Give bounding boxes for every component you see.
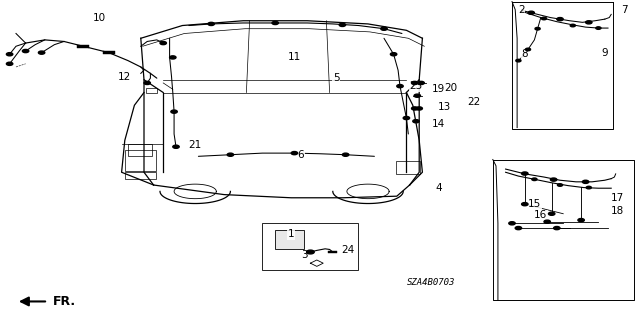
- Bar: [128, 144, 152, 156]
- Text: 3: 3: [301, 250, 307, 260]
- Circle shape: [532, 178, 537, 181]
- Circle shape: [586, 21, 592, 24]
- Text: 18: 18: [611, 205, 624, 216]
- Circle shape: [578, 219, 584, 222]
- Circle shape: [307, 250, 314, 254]
- Text: SZA4B0703: SZA4B0703: [406, 278, 455, 287]
- Text: 19: 19: [432, 84, 445, 94]
- Circle shape: [535, 27, 540, 30]
- Circle shape: [557, 18, 563, 21]
- Text: 6: 6: [298, 150, 304, 160]
- Circle shape: [342, 153, 349, 156]
- Text: 8: 8: [522, 49, 528, 59]
- Circle shape: [414, 94, 420, 97]
- Bar: [262, 223, 358, 270]
- Circle shape: [173, 145, 179, 148]
- Bar: [275, 230, 304, 249]
- Circle shape: [515, 226, 522, 230]
- Circle shape: [170, 56, 176, 59]
- Circle shape: [516, 59, 521, 62]
- Bar: [103, 51, 115, 54]
- Circle shape: [596, 27, 601, 29]
- Circle shape: [522, 203, 528, 206]
- Text: FR.: FR.: [52, 295, 76, 308]
- Text: 1: 1: [288, 229, 294, 240]
- Circle shape: [412, 107, 418, 110]
- Text: 4: 4: [435, 183, 442, 193]
- Text: 20: 20: [445, 83, 458, 93]
- Circle shape: [272, 21, 278, 25]
- Circle shape: [381, 27, 387, 30]
- Circle shape: [570, 24, 575, 27]
- Text: 21: 21: [189, 140, 202, 150]
- Circle shape: [6, 53, 13, 56]
- Bar: [328, 251, 337, 253]
- Circle shape: [171, 110, 177, 113]
- Text: 10: 10: [93, 12, 106, 23]
- Text: 5: 5: [333, 73, 339, 83]
- Circle shape: [390, 53, 397, 56]
- Text: 14: 14: [432, 119, 445, 130]
- Circle shape: [6, 62, 13, 65]
- Text: 23: 23: [410, 81, 422, 91]
- Text: 9: 9: [602, 48, 608, 58]
- Circle shape: [208, 22, 214, 26]
- Text: 13: 13: [438, 102, 451, 112]
- Text: 24: 24: [341, 245, 354, 256]
- Circle shape: [509, 222, 515, 225]
- Circle shape: [557, 184, 563, 186]
- Circle shape: [412, 81, 418, 85]
- Circle shape: [541, 17, 547, 20]
- Text: 17: 17: [611, 193, 624, 203]
- Circle shape: [582, 180, 589, 183]
- Circle shape: [528, 11, 534, 14]
- Bar: [396, 161, 420, 174]
- Circle shape: [144, 81, 150, 85]
- Circle shape: [339, 23, 346, 26]
- Circle shape: [418, 81, 424, 85]
- Circle shape: [22, 49, 29, 53]
- Text: 22: 22: [467, 97, 480, 107]
- Bar: [146, 88, 157, 93]
- Circle shape: [227, 153, 234, 156]
- Circle shape: [586, 186, 591, 189]
- Circle shape: [544, 220, 550, 223]
- Circle shape: [413, 120, 419, 123]
- Circle shape: [38, 51, 45, 54]
- Text: 12: 12: [118, 71, 131, 82]
- Bar: [77, 45, 89, 48]
- Circle shape: [397, 85, 403, 88]
- Text: 11: 11: [288, 52, 301, 63]
- Circle shape: [403, 116, 410, 120]
- Circle shape: [291, 152, 298, 155]
- Text: 16: 16: [534, 210, 547, 220]
- Text: 7: 7: [621, 4, 627, 15]
- Bar: [125, 150, 156, 171]
- Circle shape: [548, 212, 555, 215]
- Circle shape: [416, 107, 422, 110]
- Circle shape: [160, 41, 166, 45]
- Bar: [125, 172, 156, 179]
- Circle shape: [554, 226, 560, 230]
- Text: 15: 15: [528, 199, 541, 209]
- Circle shape: [525, 48, 531, 51]
- Text: 2: 2: [518, 4, 525, 15]
- Circle shape: [550, 178, 557, 181]
- Circle shape: [522, 172, 528, 175]
